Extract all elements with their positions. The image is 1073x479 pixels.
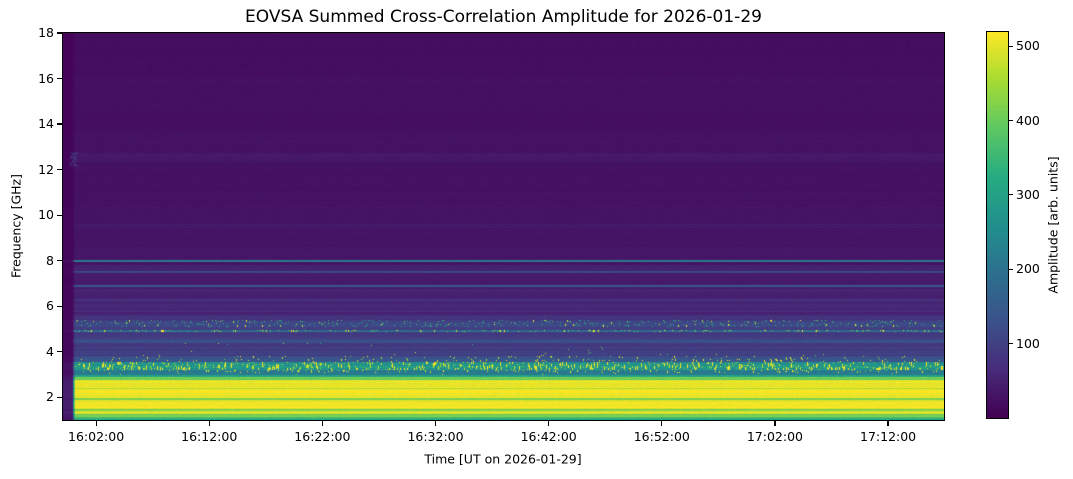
y-tick-label: 18 [38, 25, 54, 40]
x-tick-mark [548, 421, 550, 426]
x-tick-label: 17:12:00 [860, 429, 917, 444]
y-tick-mark [57, 123, 62, 125]
colorbar-tick-mark [1009, 343, 1013, 345]
y-tick-mark [57, 396, 62, 398]
spectrogram-image [63, 33, 944, 420]
y-tick-mark [57, 77, 62, 80]
x-tick-mark [208, 421, 210, 426]
x-tick-mark [95, 421, 97, 426]
x-tick-label: 16:22:00 [294, 429, 351, 444]
spectrogram-axes [62, 32, 945, 421]
colorbar-gradient [987, 32, 1008, 418]
colorbar-tick-label: 400 [1016, 112, 1040, 128]
x-axis-label: Time [UT on 2026-01-29] [424, 451, 582, 467]
x-tick-mark [661, 421, 663, 426]
x-tick-mark [774, 421, 776, 426]
y-tick-label: 4 [46, 343, 54, 359]
colorbar-tick-mark [1009, 45, 1013, 47]
x-tick-label: 16:42:00 [520, 429, 577, 444]
plot-title: EOVSA Summed Cross-Correlation Amplitude… [245, 7, 762, 27]
y-tick-label: 16 [38, 70, 54, 86]
y-tick-label: 10 [38, 207, 54, 223]
colorbar-tick-mark [1009, 194, 1013, 196]
y-tick-label: 8 [46, 252, 54, 268]
colorbar-tick-mark [1009, 119, 1013, 122]
y-tick-label: 12 [38, 161, 54, 177]
colorbar-tick-label: 200 [1016, 261, 1040, 277]
y-tick-mark [57, 260, 62, 262]
y-tick-label: 6 [46, 298, 54, 314]
x-tick-label: 16:02:00 [68, 429, 125, 444]
y-tick-label: 2 [46, 389, 54, 405]
x-tick-mark [321, 421, 323, 426]
y-tick-mark [57, 32, 62, 34]
x-tick-mark [887, 421, 889, 426]
x-tick-label: 16:12:00 [181, 429, 238, 444]
y-tick-mark [57, 305, 62, 307]
y-tick-mark [57, 351, 62, 353]
colorbar-tick-mark [1009, 268, 1013, 270]
colorbar-tick-label: 500 [1016, 38, 1040, 54]
x-tick-label: 17:02:00 [746, 429, 803, 444]
colorbar-tick-label: 100 [1016, 335, 1040, 351]
colorbar-tick-label: 300 [1016, 186, 1040, 202]
colorbar [986, 31, 1009, 419]
colorbar-label: Amplitude [arb. units] [1045, 156, 1061, 294]
x-tick-mark [434, 421, 437, 426]
x-tick-label: 16:52:00 [633, 429, 690, 444]
y-tick-mark [57, 214, 62, 216]
y-tick-label: 14 [38, 116, 54, 132]
y-tick-mark [57, 168, 62, 171]
x-tick-label: 16:32:00 [407, 429, 464, 444]
